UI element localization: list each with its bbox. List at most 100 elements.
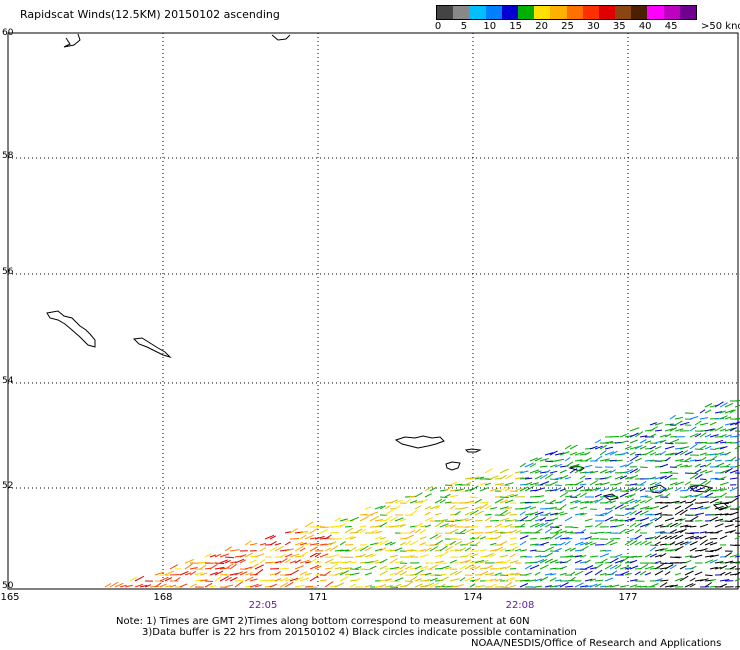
wind-vector <box>594 563 603 570</box>
wind-vector <box>609 505 616 510</box>
wind-vector <box>434 504 441 510</box>
wind-vector <box>519 477 529 480</box>
wind-vector <box>509 518 517 522</box>
wind-vector <box>394 583 402 588</box>
wind-vector <box>429 582 440 588</box>
wind-vector <box>549 481 559 486</box>
wind-vector <box>679 517 686 522</box>
wind-vector <box>709 566 718 570</box>
wind-vector <box>329 541 337 546</box>
wind-vector <box>534 585 542 588</box>
wind-vector <box>274 545 284 552</box>
wind-vector <box>439 496 448 498</box>
wind-vector <box>729 561 740 564</box>
wind-vector <box>714 426 724 432</box>
wind-vector <box>639 466 648 468</box>
wind-vector <box>659 434 667 438</box>
wind-vector <box>514 476 524 480</box>
wind-vector <box>669 548 680 552</box>
wind-vector <box>634 499 642 504</box>
wind-vector <box>714 459 722 462</box>
wind-vector <box>429 577 438 582</box>
wind-vector <box>624 511 632 516</box>
wind-vector <box>659 581 668 588</box>
wind-vector <box>464 510 474 516</box>
wind-vector <box>609 518 618 522</box>
wind-vector <box>349 583 357 588</box>
wind-vector <box>734 417 740 420</box>
wind-vector <box>399 541 407 546</box>
legend-label: 45 <box>664 21 678 32</box>
wind-vector <box>619 528 627 534</box>
wind-vector <box>579 561 587 564</box>
wind-vector <box>479 501 489 504</box>
wind-vector <box>549 478 559 481</box>
wind-vector <box>654 563 664 570</box>
wind-vector <box>484 513 492 516</box>
wind-vector <box>389 566 400 570</box>
wind-vector <box>724 463 731 468</box>
legend-label: 30 <box>587 21 600 32</box>
wind-vector <box>689 525 697 528</box>
wind-vector <box>409 549 417 552</box>
wind-vector <box>549 499 556 504</box>
wind-vector <box>434 549 442 552</box>
wind-vector <box>544 585 552 588</box>
wind-vector <box>389 572 397 576</box>
wind-vector <box>694 536 702 540</box>
wind-vector <box>634 487 642 492</box>
wind-vector <box>294 576 304 582</box>
wind-vector <box>564 585 574 588</box>
wind-vector <box>359 545 369 552</box>
wind-vector <box>624 476 634 480</box>
wind-vector <box>444 484 453 487</box>
wind-vector <box>469 565 476 570</box>
wind-vector <box>254 564 265 570</box>
wind-vector <box>699 445 707 450</box>
wind-vector <box>629 504 640 510</box>
wind-vector <box>289 553 300 558</box>
wind-vector <box>539 481 550 486</box>
wind-vector <box>534 571 541 576</box>
wind-vector <box>419 554 430 558</box>
wind-vector <box>269 540 277 546</box>
chart-title: Rapidscat Winds(12.5KM) 20150102 ascendi… <box>20 8 280 21</box>
wind-vector <box>719 502 729 505</box>
legend-label: 5 <box>460 21 468 32</box>
wind-vector <box>734 571 740 576</box>
wind-vector <box>544 552 553 558</box>
wind-vector <box>634 555 643 558</box>
wind-vector <box>409 575 418 582</box>
wind-vector <box>719 565 728 570</box>
wind-vector <box>249 563 259 570</box>
wind-vector <box>404 498 412 504</box>
wind-vector <box>134 575 145 582</box>
wind-vector <box>719 466 730 468</box>
wind-vector <box>459 577 466 582</box>
wind-vector <box>649 544 659 547</box>
wind-vector <box>674 505 682 510</box>
wind-vector <box>564 495 573 498</box>
color-swatch <box>566 6 583 19</box>
wind-vector <box>579 528 587 534</box>
color-swatch <box>679 6 696 19</box>
wind-vector <box>684 532 695 535</box>
wind-vector <box>209 585 217 588</box>
wind-vector <box>339 518 348 522</box>
wind-vector <box>309 565 318 570</box>
wind-vector <box>414 505 422 510</box>
wind-vector <box>174 577 181 582</box>
wind-vector <box>494 523 502 528</box>
wind-vector <box>599 488 609 492</box>
color-swatch <box>534 6 551 19</box>
wind-vector <box>434 512 442 516</box>
wind-vector <box>439 499 446 504</box>
wind-vector <box>709 428 716 432</box>
wind-vector <box>494 572 502 576</box>
wind-vector <box>254 568 264 576</box>
legend-label: 20 <box>535 21 548 32</box>
wind-vector <box>449 570 458 576</box>
wind-vector <box>729 421 740 426</box>
wind-vector <box>564 516 573 522</box>
